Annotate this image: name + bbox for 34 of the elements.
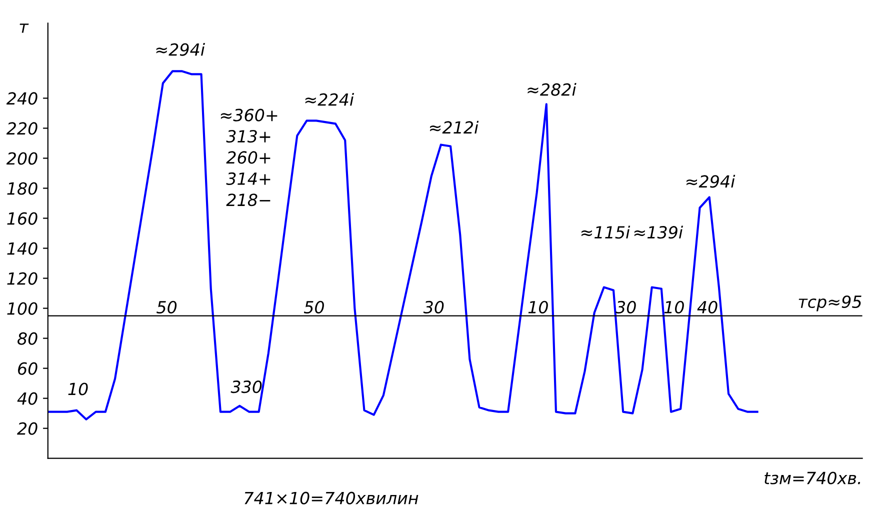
y-axis-title: т	[20, 24, 29, 33]
annotation: 50	[156, 300, 177, 314]
annotation: 50	[304, 300, 324, 314]
annotation: ≈282і	[528, 82, 576, 96]
ref-line-label: тср≈95	[798, 295, 862, 312]
annotation: 10	[664, 300, 684, 314]
annotation: ≈294і	[156, 42, 205, 56]
annotation: 30	[423, 300, 444, 314]
x-axis-title: tзм=740хв.	[764, 472, 860, 484]
y-tick-label: 20	[17, 422, 38, 435]
annotation: ≈139і	[634, 226, 683, 239]
y-tick-label: 100	[7, 302, 38, 315]
y-tick-label: 120	[7, 272, 38, 285]
annotation: 40	[697, 300, 718, 314]
annotation: ≈212і	[430, 120, 479, 134]
y-tick-label: 180	[7, 182, 38, 195]
annotation: 330	[230, 380, 262, 394]
y-tick-label: 80	[18, 332, 38, 345]
y-tick-label: 60	[18, 362, 38, 375]
text: 741×10=740хвилин	[244, 492, 418, 504]
annotation: ≈360+ 313+ 260+ 314+ 218−	[220, 108, 278, 206]
annotation: 10	[68, 382, 88, 396]
annotation: ≈294і	[686, 174, 736, 188]
y-tick-label: 40	[17, 392, 38, 405]
y-tick-label: 240	[6, 92, 38, 105]
y-tick-label: 160	[7, 212, 38, 225]
y-tick-label: 220	[6, 122, 38, 135]
y-tick-label: 200	[6, 152, 38, 165]
annotation: ≈224і	[305, 93, 354, 106]
annotation: 30	[616, 300, 636, 314]
annotation: 10	[528, 300, 548, 314]
y-tick-label: 140	[7, 242, 38, 255]
line-series	[48, 70, 758, 420]
annotation: ≈115і	[582, 226, 630, 239]
